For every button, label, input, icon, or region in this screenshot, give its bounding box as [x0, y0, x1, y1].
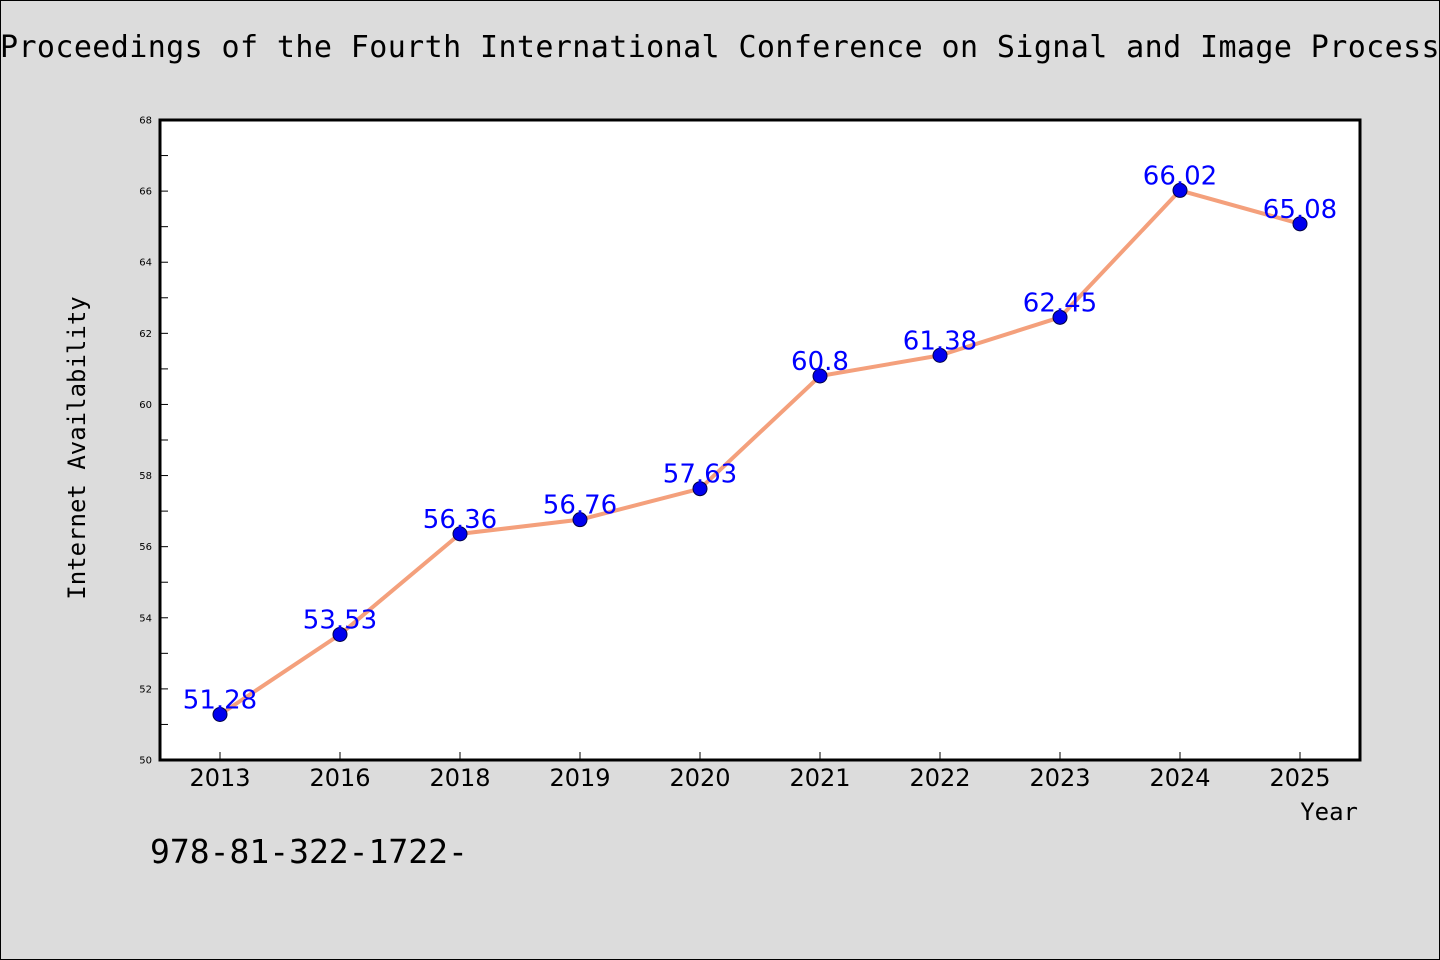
x-tick-label: 2022: [909, 764, 970, 792]
data-label: 56.36: [423, 505, 497, 535]
data-markers: [212, 182, 1308, 722]
data-point: [692, 481, 708, 497]
y-tick-label: 50: [139, 756, 152, 767]
x-tick-label: 2021: [789, 764, 850, 792]
data-point: [932, 347, 948, 363]
data-point: [572, 512, 588, 528]
x-tick-label: 2016: [309, 764, 370, 792]
series-line: [218, 188, 1301, 717]
data-point: [1172, 182, 1188, 198]
x-tick-label: 2019: [549, 764, 610, 792]
data-label: 60.8: [791, 347, 849, 377]
y-tick-label: 60: [139, 400, 152, 411]
data-point: [212, 706, 228, 722]
data-label: 61.38: [903, 326, 977, 356]
data-label: 65.08: [1263, 195, 1337, 225]
x-tick-label: 2013: [189, 764, 250, 792]
x-axis-title: Year: [1300, 798, 1358, 826]
x-tick-label: 2023: [1029, 764, 1090, 792]
data-point: [332, 626, 348, 642]
data-label: 62.45: [1023, 288, 1097, 318]
y-axis: 50 52 54 56 58 60 62 64 66 68: [139, 116, 168, 767]
data-label: 56.76: [543, 491, 617, 521]
data-point: [812, 368, 828, 384]
x-tick-label: 2024: [1149, 764, 1210, 792]
page-title: Proceedings of the Fourth International …: [0, 30, 1440, 65]
x-axis: 2013 2016 2018 2019 2020 2021 2022 2023 2024 2025: [189, 752, 1331, 792]
y-axis-title: Internet Availability: [63, 296, 91, 599]
y-tick-label: 58: [139, 471, 152, 482]
plot-area: [158, 118, 1362, 762]
y-tick-label: 54: [139, 613, 152, 624]
y-tick-label: 52: [139, 684, 152, 695]
y-tick-label: 66: [139, 187, 152, 198]
isbn-text: 978-81-322-1722-: [150, 832, 468, 871]
data-point: [452, 526, 468, 542]
data-label: 51.28: [183, 685, 257, 715]
x-tick-label: 2018: [429, 764, 490, 792]
y-tick-label: 62: [139, 329, 152, 340]
data-point: [1292, 216, 1308, 232]
y-tick-label: 68: [139, 116, 152, 127]
x-tick-label: 2020: [669, 764, 730, 792]
data-label: 57.63: [663, 460, 737, 490]
y-tick-label: 64: [139, 258, 152, 269]
x-tick-label: 2025: [1269, 764, 1330, 792]
data-label: 66.02: [1143, 161, 1217, 191]
y-tick-label: 56: [139, 542, 152, 553]
data-point: [1052, 309, 1068, 325]
data-labels: 51.28 53.53 56.36 56.76 57.63 60.8 61.38 62.45 6…: [183, 161, 1337, 715]
data-label: 53.53: [303, 605, 377, 635]
